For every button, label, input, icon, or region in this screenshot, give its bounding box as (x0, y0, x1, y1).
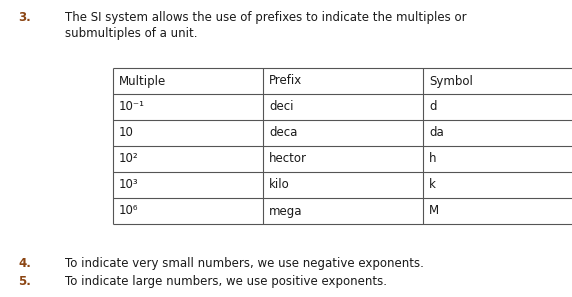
Text: d: d (429, 100, 436, 113)
Text: Symbol: Symbol (429, 75, 473, 88)
Text: M: M (429, 205, 439, 217)
Text: mega: mega (269, 205, 303, 217)
Text: To indicate very small numbers, we use negative exponents.: To indicate very small numbers, we use n… (65, 257, 424, 270)
Text: k: k (429, 178, 436, 192)
Text: 3.: 3. (18, 11, 31, 24)
Text: deca: deca (269, 127, 297, 140)
Text: Multiple: Multiple (119, 75, 166, 88)
Text: da: da (429, 127, 444, 140)
Text: Prefix: Prefix (269, 75, 302, 88)
Text: 10³: 10³ (119, 178, 138, 192)
Text: h: h (429, 152, 436, 165)
Text: 10²: 10² (119, 152, 138, 165)
Text: 4.: 4. (18, 257, 31, 270)
Text: 10⁻¹: 10⁻¹ (119, 100, 145, 113)
Text: deci: deci (269, 100, 293, 113)
Text: To indicate large numbers, we use positive exponents.: To indicate large numbers, we use positi… (65, 275, 387, 288)
Text: submultiples of a unit.: submultiples of a unit. (65, 27, 197, 40)
Text: 5.: 5. (18, 275, 31, 288)
Text: kilo: kilo (269, 178, 290, 192)
Text: 10: 10 (119, 127, 134, 140)
Text: hector: hector (269, 152, 307, 165)
Text: 10⁶: 10⁶ (119, 205, 138, 217)
Text: The SI system allows the use of prefixes to indicate the multiples or: The SI system allows the use of prefixes… (65, 11, 467, 24)
